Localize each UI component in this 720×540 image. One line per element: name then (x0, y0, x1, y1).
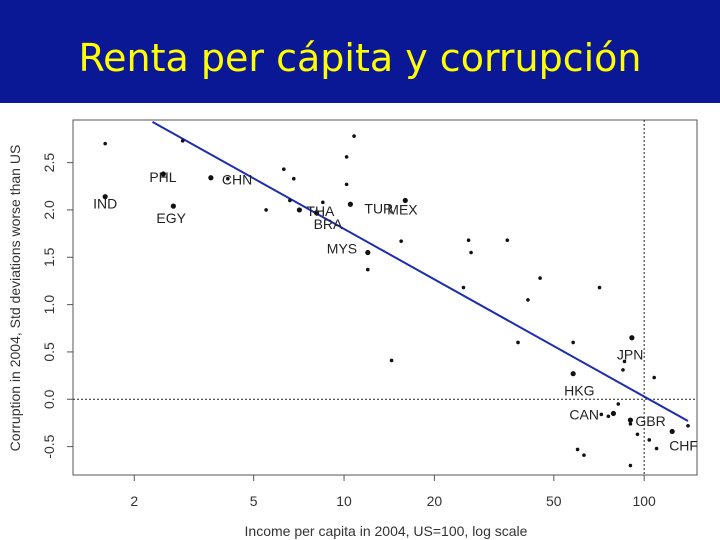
x-tick-label: 100 (632, 493, 656, 509)
y-tick-label: 2.0 (41, 200, 57, 220)
data-point (321, 200, 325, 205)
data-point (469, 250, 473, 255)
data-point (597, 285, 602, 290)
data-point (616, 402, 621, 406)
data-point (226, 176, 230, 181)
title-bar (0, 0, 720, 103)
data-point (399, 239, 403, 243)
data-points (102, 134, 690, 468)
y-axis: -0.5 0.0 0.5 1.0 1.5 2.0 2.5 (41, 153, 73, 459)
labeled-data-point (627, 417, 634, 423)
labeled-data-point (102, 194, 108, 200)
x-axis: 2 5 10 20 50 100 (130, 475, 656, 509)
y-axis-label: Corruption in 2004, Std deviations worse… (7, 145, 23, 452)
y-tick-label: 0.5 (41, 342, 57, 362)
point-label: MYS (327, 241, 357, 257)
data-point (575, 447, 580, 452)
labeled-data-point (629, 335, 635, 341)
x-tick-label: 2 (130, 493, 138, 509)
data-point (461, 285, 466, 290)
y-tick-label: 0.0 (41, 389, 57, 409)
data-point (365, 267, 370, 272)
labeled-data-point (402, 197, 408, 204)
point-label: CHN (222, 172, 252, 188)
point-label: HKG (564, 383, 594, 399)
labeled-data-point (570, 371, 576, 377)
data-point (352, 134, 356, 138)
data-point (516, 340, 520, 345)
x-tick-label: 20 (427, 493, 443, 509)
y-tick-label: 1.5 (41, 247, 57, 267)
fit-line (151, 121, 689, 422)
data-point (582, 453, 586, 457)
data-point (654, 446, 659, 451)
point-label: MEX (387, 201, 418, 217)
data-point (628, 422, 633, 426)
labeled-data-point (296, 207, 302, 213)
labeled-data-point (313, 210, 320, 216)
labeled-data-point (160, 171, 166, 177)
data-point (389, 358, 394, 363)
plot-frame (72, 119, 698, 476)
data-point (505, 238, 510, 243)
point-label: TUR (364, 200, 393, 216)
data-point (635, 432, 640, 437)
point-label: CHF (669, 437, 698, 453)
labeled-data-point (208, 175, 214, 181)
data-point (621, 368, 625, 372)
y-tick-label: 2.5 (41, 153, 57, 173)
point-label: CAN (569, 406, 599, 422)
data-point (288, 198, 292, 203)
point-label: BRA (314, 216, 343, 232)
data-point (466, 238, 471, 243)
data-point (647, 438, 652, 442)
slide-title: Renta per cápita y corrupción (78, 36, 642, 80)
data-point (622, 359, 627, 364)
y-tick-label: 1.0 (41, 295, 57, 315)
labeled-data-point (610, 410, 617, 417)
data-point (180, 139, 185, 143)
data-point (526, 298, 530, 302)
point-label: GBR (635, 413, 665, 429)
x-axis-label: Income per capita in 2004, US=100, log s… (245, 523, 528, 539)
x-tick-label: 10 (336, 493, 352, 509)
data-point (291, 176, 296, 181)
labeled-data-point (170, 203, 176, 209)
data-point (686, 423, 690, 428)
y-tick-label: -0.5 (41, 434, 57, 458)
data-point (264, 208, 268, 212)
data-point (103, 141, 107, 146)
point-label: THA (306, 203, 335, 219)
x-tick-label: 50 (546, 493, 562, 509)
data-point (571, 340, 575, 345)
point-label: PHL (149, 169, 176, 185)
labeled-data-point (347, 201, 353, 207)
scatter-chart: -0.5 0.0 0.5 1.0 1.5 2.0 2.5 2 5 10 20 50 100 IND PH… (7, 119, 698, 539)
point-label: IND (93, 196, 117, 212)
point-label: EGY (156, 210, 186, 226)
data-point (344, 182, 349, 187)
labeled-data-point (365, 249, 371, 256)
data-point (652, 375, 656, 380)
data-point (599, 412, 604, 417)
x-tick-label: 5 (250, 493, 258, 509)
data-point (282, 167, 286, 172)
data-point (628, 463, 633, 468)
data-point (606, 414, 611, 419)
labeled-data-point (669, 428, 675, 435)
data-point (344, 155, 349, 159)
point-label: JPN (617, 347, 643, 363)
data-point (538, 276, 542, 280)
